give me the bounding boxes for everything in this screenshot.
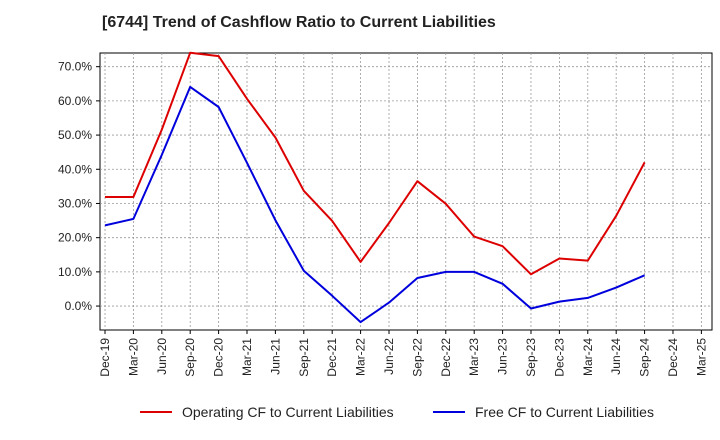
x-tick-label: Sep-21 — [297, 338, 311, 377]
x-tick-label: Sep-24 — [638, 338, 652, 377]
x-tick-label: Dec-22 — [439, 338, 453, 377]
legend-label-free-cf: Free CF to Current Liabilities — [475, 404, 654, 420]
x-tick-label: Mar-22 — [354, 338, 368, 376]
x-tick-label: Jun-22 — [382, 338, 396, 375]
x-tick-label: Sep-22 — [410, 338, 424, 377]
y-tick-label: 30.0% — [58, 196, 92, 210]
legend-label-operating-cf: Operating CF to Current Liabilities — [182, 404, 394, 420]
grid — [100, 53, 712, 330]
x-tick-label: Jun-23 — [496, 338, 510, 375]
y-tick-label: 60.0% — [58, 94, 92, 108]
x-tick-label: Jun-21 — [268, 338, 282, 375]
x-axis: Dec-19 Mar-20 Jun-20 Sep-20 Dec-20 Mar-21 Jun-… — [98, 330, 708, 377]
y-tick-label: 10.0% — [58, 265, 92, 279]
legend-swatch-operating-cf — [140, 411, 172, 413]
x-tick-label: Mar-24 — [581, 338, 595, 376]
series-lines — [104, 51, 646, 324]
x-tick-label: Mar-21 — [240, 338, 254, 376]
x-tick-label: Dec-19 — [98, 338, 112, 377]
y-tick-label: 70.0% — [58, 60, 92, 74]
legend-swatch-free-cf — [433, 411, 465, 413]
x-tick-label: Jun-24 — [609, 338, 623, 375]
x-tick-label: Sep-23 — [524, 338, 538, 377]
x-tick-label: Mar-20 — [126, 338, 140, 376]
legend: Operating CF to Current Liabilities Free… — [0, 404, 720, 426]
x-tick-label: Mar-23 — [467, 338, 481, 376]
legend-item-operating-cf: Operating CF to Current Liabilities — [140, 404, 394, 420]
free-cf-line — [104, 85, 645, 324]
x-tick-label: Dec-20 — [212, 338, 226, 377]
plot-area — [99, 52, 713, 331]
x-tick-label: Jun-20 — [155, 338, 169, 375]
y-tick-label: 50.0% — [58, 128, 92, 142]
x-tick-label: Dec-24 — [666, 338, 680, 377]
y-tick-label: 0.0% — [65, 299, 93, 313]
chart-title: [6744] Trend of Cashflow Ratio to Curren… — [102, 14, 496, 31]
y-tick-label: 40.0% — [58, 162, 92, 176]
x-tick-label: Dec-23 — [552, 338, 566, 377]
y-tick-label: 20.0% — [58, 231, 92, 245]
operating-cf-line — [105, 51, 646, 276]
x-tick-label: Mar-25 — [694, 338, 708, 376]
legend-item-free-cf: Free CF to Current Liabilities — [433, 404, 654, 420]
x-tick-label: Sep-20 — [183, 338, 197, 377]
y-axis: 0.0% 10.0% 20.0% 30.0% 40.0% 50.0% 60.0% 70.0% — [58, 60, 100, 313]
x-tick-label: Dec-21 — [325, 338, 339, 377]
